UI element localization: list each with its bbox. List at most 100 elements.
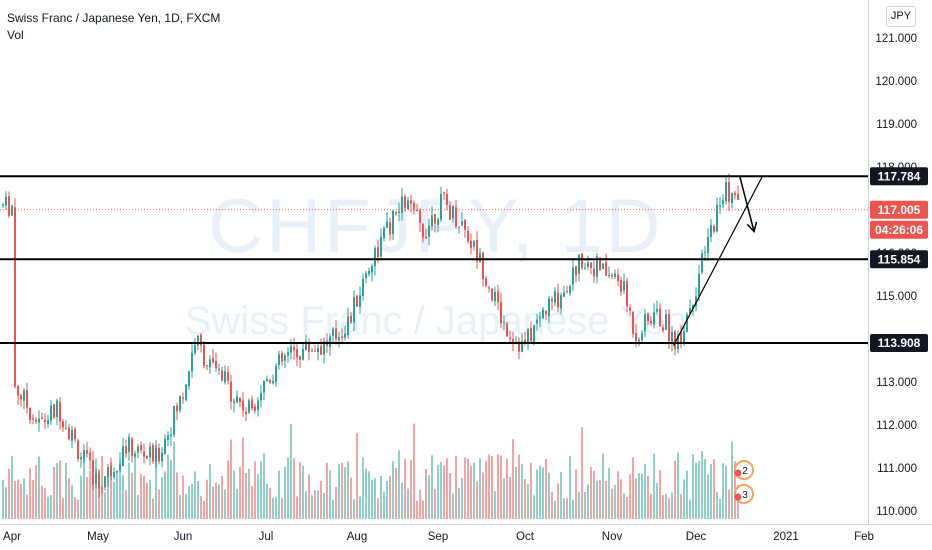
candle-body: [272, 380, 274, 384]
volume-bar: [407, 488, 409, 519]
volume-bar: [230, 439, 232, 519]
candle-body: [368, 270, 370, 275]
volume-bar: [458, 487, 460, 519]
volume-bar: [80, 475, 82, 519]
volume-bar: [5, 487, 7, 519]
candle-body: [242, 400, 244, 411]
volume-bar: [683, 479, 685, 519]
time-axis[interactable]: Apr May Jun Jul Aug Sep Oct Nov Dec 2021 Feb: [3, 531, 874, 543]
volume-bar: [713, 459, 715, 519]
drawings[interactable]: [0, 175, 868, 346]
volume-bar: [374, 478, 376, 519]
candle-body: [632, 312, 634, 334]
price-axis[interactable]: 121.000120.000119.000118.000117.000116.0…: [875, 33, 917, 518]
candle-body: [602, 263, 604, 270]
candle-body: [134, 453, 136, 457]
candle-body: [512, 339, 514, 343]
volume-bar: [272, 497, 274, 519]
time-tick-label: Feb: [854, 531, 874, 543]
candle-body: [314, 350, 316, 352]
volume-bar: [206, 479, 208, 519]
volume-bar: [572, 499, 574, 519]
candle-body: [452, 206, 454, 219]
candle-body: [584, 267, 586, 269]
candle-body: [371, 266, 373, 273]
volume-bar: [227, 460, 229, 519]
event-badges[interactable]: 23: [734, 460, 754, 504]
candle-body: [722, 200, 724, 205]
candle-body: [155, 447, 157, 463]
candle-body: [677, 334, 679, 349]
candle-body: [689, 308, 691, 314]
volume-bar: [344, 467, 346, 519]
volume-bar: [17, 479, 19, 519]
volume-bar: [20, 484, 22, 519]
volume-bar: [50, 494, 52, 519]
volume-bar: [641, 473, 643, 519]
volume-bar: [452, 493, 454, 519]
candle-body: [374, 248, 376, 267]
volume-bar: [326, 462, 328, 519]
time-tick-label: Apr: [3, 531, 21, 543]
candle-body: [413, 202, 415, 210]
candle-body: [173, 405, 175, 435]
candle-body: [710, 225, 712, 237]
volume-bar: [419, 489, 421, 519]
volume-bar: [431, 455, 433, 519]
volume-bar: [443, 465, 445, 519]
volume-bar: [698, 461, 700, 519]
price-labels: 117.784 115.854 113.908 117.005 04:26:06: [870, 167, 928, 352]
candle-body: [704, 251, 706, 253]
volume-bar: [611, 488, 613, 519]
candle-body: [200, 334, 202, 346]
candle-body: [20, 395, 22, 400]
volume-bar: [173, 441, 175, 519]
currency-button[interactable]: JPY: [886, 6, 916, 27]
candle-body: [101, 487, 103, 489]
volume-bar: [731, 441, 733, 519]
volume-bar: [371, 479, 373, 519]
candle-body: [98, 474, 100, 489]
time-tick-label: Jun: [174, 531, 193, 543]
candle-body: [482, 252, 484, 279]
volume-bar: [155, 445, 157, 519]
volume-bar: [53, 467, 55, 519]
candle-body: [524, 340, 526, 344]
volume-bar: [233, 470, 235, 519]
volume-bar: [305, 491, 307, 519]
indicator-label[interactable]: Vol: [7, 28, 24, 42]
candle-body: [293, 347, 295, 351]
symbol-title[interactable]: Swiss Franc / Japanese Yen, 1D, FXCM: [7, 11, 221, 25]
candle-body: [449, 205, 451, 220]
candle-body: [80, 457, 82, 460]
candle-body: [350, 316, 352, 323]
volume-bar: [428, 475, 430, 519]
volume-bar: [209, 464, 211, 519]
volume-bar: [473, 462, 475, 519]
candle-body: [644, 313, 646, 332]
price-tick-label: 120.000: [875, 76, 917, 88]
candle-body: [152, 445, 154, 462]
volume-bar: [125, 489, 127, 519]
candle-body: [410, 200, 412, 204]
candle-body: [698, 273, 700, 297]
volume-bar: [437, 464, 439, 519]
candle-body: [56, 400, 58, 417]
candle-body: [116, 470, 118, 473]
candle-body: [728, 182, 730, 202]
volume-bar: [353, 499, 355, 519]
candle-body: [596, 256, 598, 277]
candle-body: [113, 471, 115, 478]
volume-bar: [311, 495, 313, 519]
volume-bar: [491, 455, 493, 519]
candle-body: [287, 352, 289, 356]
candle-body: [26, 389, 28, 408]
candle-body: [392, 210, 394, 234]
candle-body: [161, 452, 163, 462]
volume-bar: [203, 500, 205, 519]
volume-bar: [644, 463, 646, 519]
candle-body: [506, 323, 508, 337]
candle-body: [17, 386, 19, 396]
candle-body: [692, 304, 694, 310]
